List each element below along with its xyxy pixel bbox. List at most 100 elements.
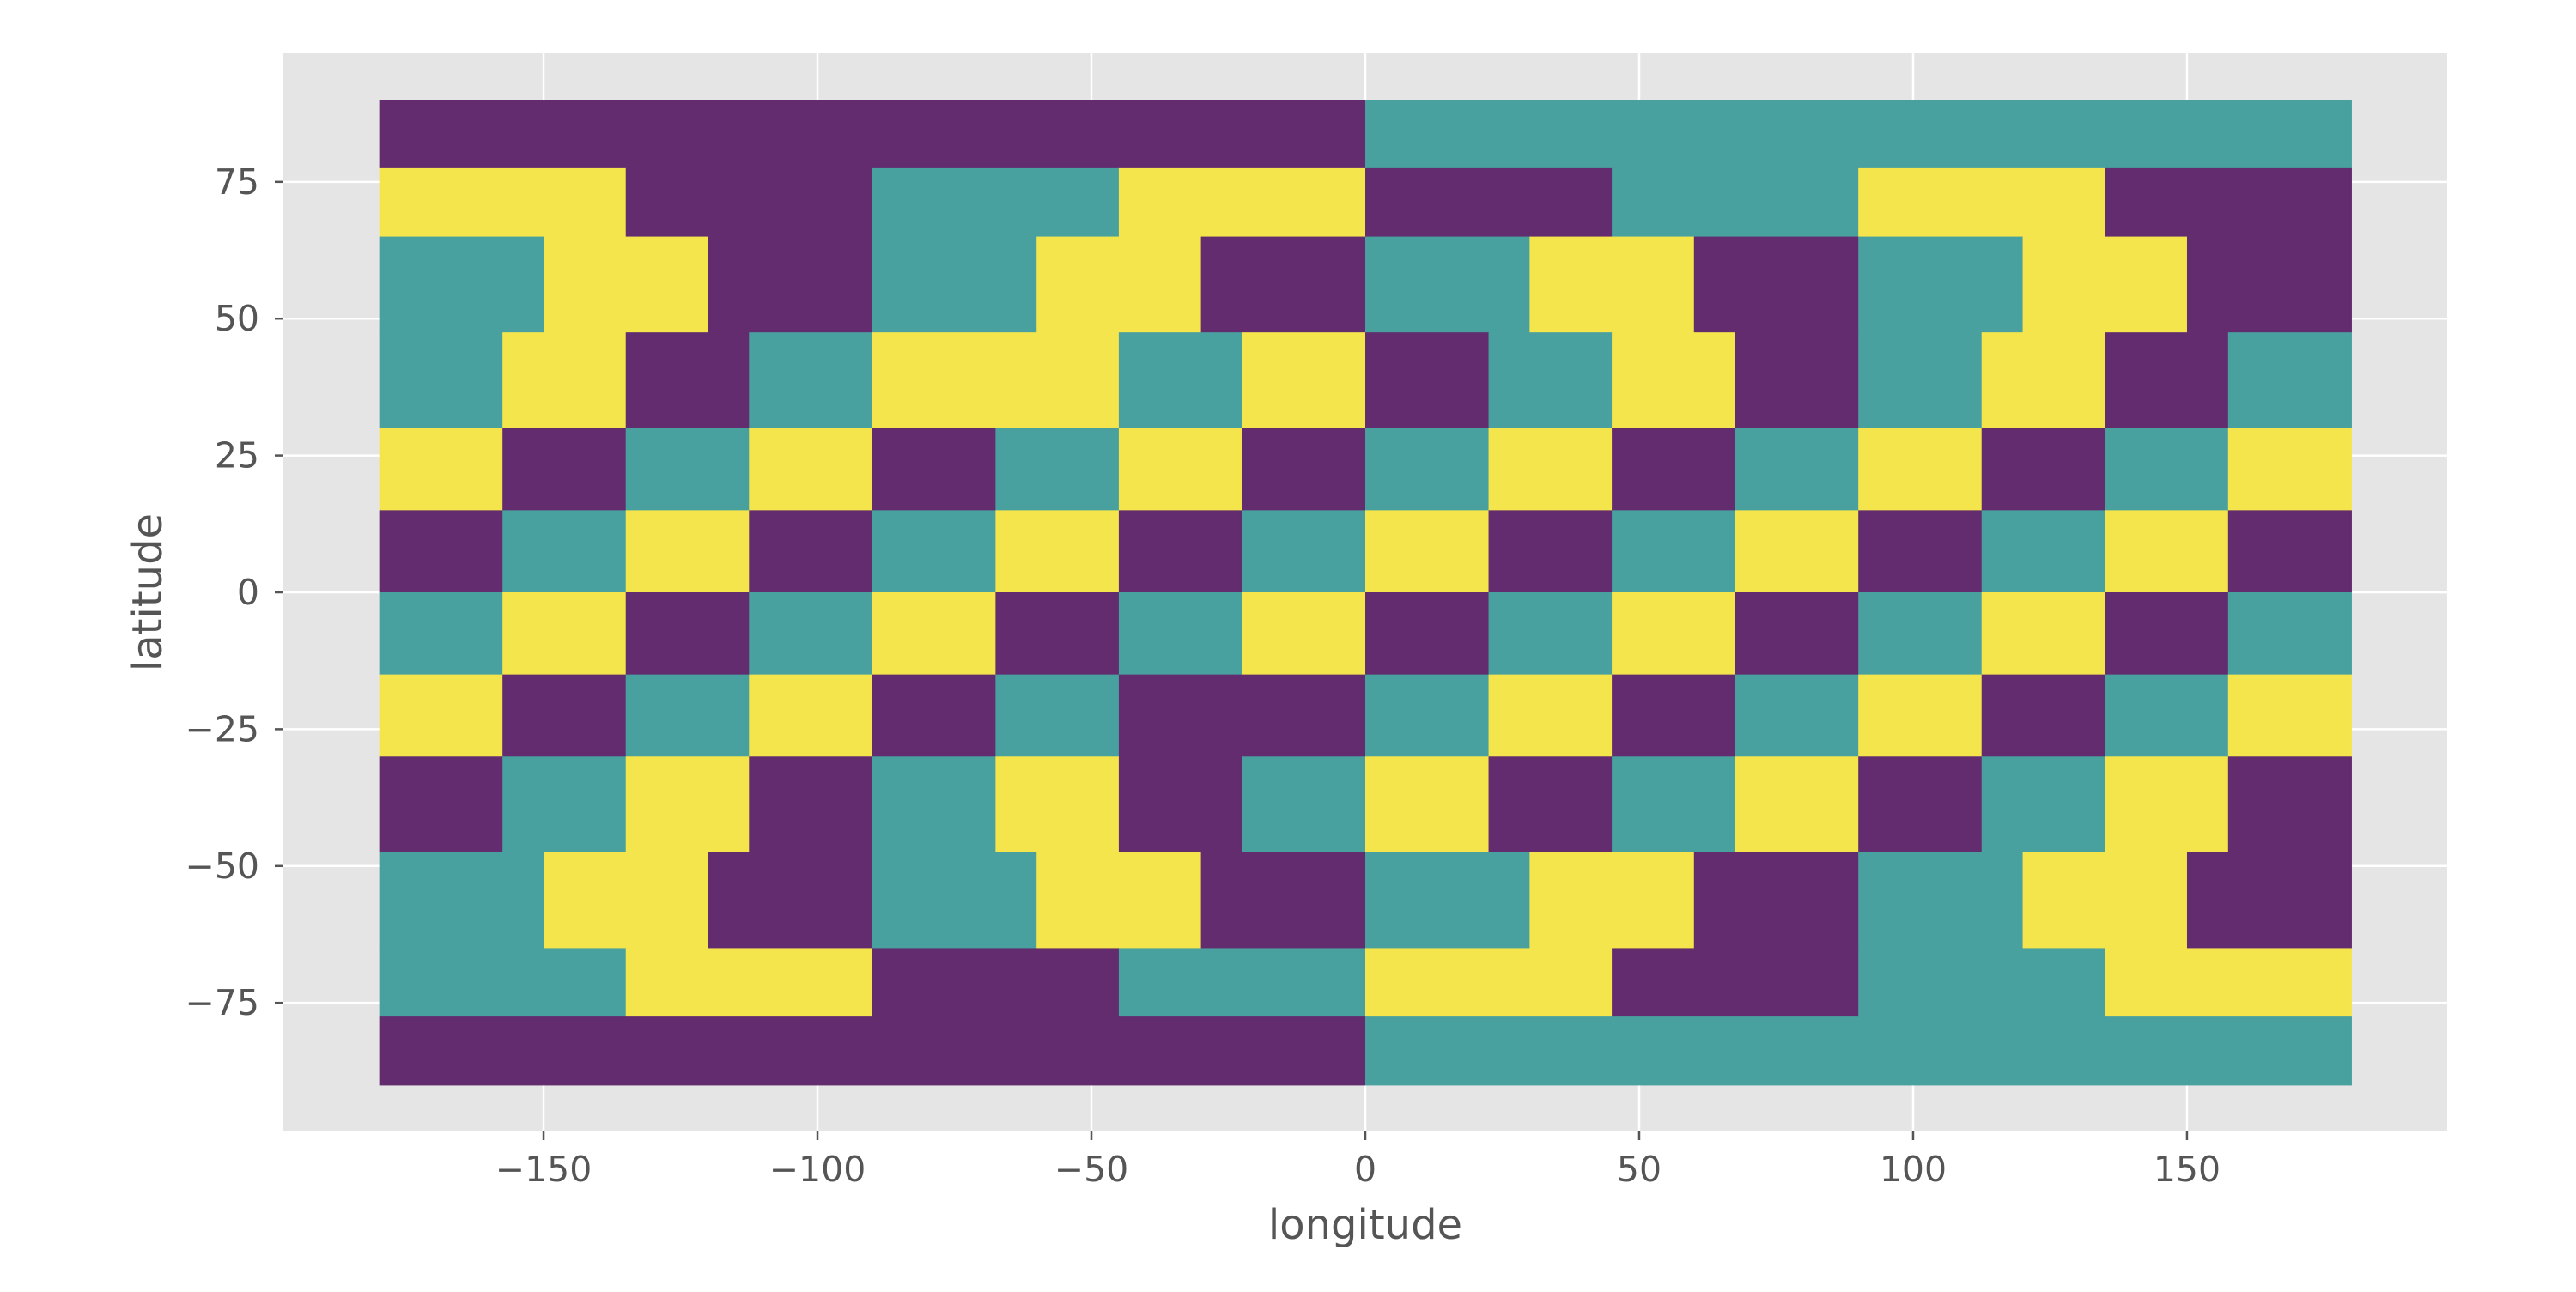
heatmap-cell	[1118, 428, 1243, 511]
heatmap-cell	[2105, 510, 2229, 593]
heatmap-cell	[502, 332, 627, 429]
heatmap-cell	[1612, 332, 1736, 429]
heatmap-cell	[749, 510, 873, 593]
heatmap-cell	[1612, 948, 1859, 1017]
x-tick-label: 0	[1354, 1149, 1376, 1190]
heatmap-cell	[872, 167, 1120, 238]
heatmap-cell	[2186, 236, 2352, 333]
heatmap-cell	[379, 756, 503, 853]
heatmap-cell	[2105, 167, 2352, 238]
heatmap-cell	[379, 852, 544, 949]
heatmap-cell	[1858, 167, 2105, 238]
heatmap-cell	[544, 236, 709, 333]
heatmap-cell	[1365, 1016, 2352, 1086]
heatmap-cell	[1858, 852, 2024, 949]
heatmap-cell	[1981, 428, 2105, 511]
heatmap-cell	[1242, 756, 1366, 853]
heatmap-cell	[502, 592, 627, 676]
heatmap-cell	[749, 592, 873, 676]
heatmap-cell	[379, 332, 503, 429]
heatmap-cell	[1118, 592, 1243, 676]
heatmap-cell	[872, 332, 996, 429]
y-tick-label: 50	[215, 298, 259, 339]
heatmap-cell	[1242, 428, 1366, 511]
heatmap-cell	[1612, 428, 1736, 511]
heatmap-cell	[1365, 332, 1490, 429]
heatmap-cell	[1735, 428, 1859, 511]
heatmap-cell	[708, 852, 873, 949]
heatmap-cell	[1858, 236, 2024, 333]
heatmap-cell	[1242, 510, 1366, 593]
heatmap-cell	[749, 756, 873, 853]
heatmap-cell	[2227, 510, 2352, 593]
heatmap-cell	[625, 592, 750, 676]
heatmap-cell	[1735, 510, 1859, 593]
heatmap-cell	[1858, 948, 2105, 1017]
heatmap-cell	[1693, 852, 1859, 949]
heatmap-cell	[1118, 948, 1366, 1017]
heatmap-cell	[1858, 332, 1983, 429]
heatmap-cell	[625, 674, 750, 757]
heatmap-cell	[995, 674, 1120, 757]
heatmap-cell	[2227, 756, 2352, 853]
heatmap-cell	[1365, 948, 1613, 1017]
heatmap-cell	[2227, 428, 2352, 511]
heatmap-cell	[379, 1016, 1366, 1086]
heatmap-cell	[1118, 510, 1243, 593]
y-tick-label: 0	[237, 572, 259, 613]
heatmap-cell	[2105, 332, 2229, 429]
y-tick-label: 75	[215, 161, 259, 203]
x-tick-label: 100	[1880, 1149, 1947, 1190]
heatmap-cell	[379, 948, 627, 1017]
heatmap-cell	[1036, 852, 1202, 949]
heatmap-cell	[1118, 674, 1243, 757]
heatmap-cell	[1858, 592, 1983, 676]
heatmap-cell	[379, 100, 1366, 169]
heatmap-cell	[379, 674, 503, 757]
heatmap-cell	[1200, 236, 1366, 333]
heatmap-cell	[2105, 428, 2229, 511]
heatmap-cell	[1981, 674, 2105, 757]
heatmap-cell	[625, 756, 750, 853]
heatmap-cell	[1612, 592, 1736, 676]
heatmap-cell	[872, 756, 996, 853]
heatmap-cell	[2105, 756, 2229, 853]
heatmap-cell	[2227, 674, 2352, 757]
heatmap-cell	[625, 167, 873, 238]
heatmap-cell	[1981, 332, 2105, 429]
x-tick-label: −150	[495, 1149, 592, 1190]
heatmap-cell	[749, 428, 873, 511]
heatmap-cell	[2105, 592, 2229, 676]
y-tick-label: −50	[185, 846, 259, 887]
heatmap-cell	[872, 852, 1037, 949]
heatmap-cell	[872, 236, 1037, 333]
heatmap-cell	[502, 756, 627, 853]
heatmap-cell	[995, 510, 1120, 593]
heatmap-cell	[1529, 236, 1695, 333]
heatmap-cell	[1365, 236, 1530, 333]
heatmap-cell	[379, 428, 503, 511]
x-axis-ticks: −150 −100 −50 0 50 100 150	[495, 1131, 2221, 1190]
heatmap-cell	[2227, 332, 2352, 429]
heatmap-cell	[1488, 332, 1613, 429]
heatmap-cell	[1365, 674, 1490, 757]
y-axis-label: latitude	[124, 513, 172, 671]
x-tick-label: −100	[769, 1149, 866, 1190]
heatmap-cell	[1488, 756, 1613, 853]
heatmap-cell	[1693, 236, 1859, 333]
heatmap-cell	[2105, 948, 2352, 1017]
heatmap-cell	[1488, 428, 1613, 511]
heatmap-cell	[749, 332, 873, 429]
heatmap-cell	[2022, 236, 2188, 333]
heatmap-cell	[1365, 756, 1490, 853]
heatmap-cell	[379, 236, 544, 333]
heatmap-cell	[1488, 510, 1613, 593]
heatmap-cell	[2186, 852, 2352, 949]
heatmap-cell	[995, 332, 1120, 429]
y-tick-label: −25	[185, 708, 259, 749]
heatmap-cell	[1858, 756, 1983, 853]
heatmap-cell	[1242, 592, 1366, 676]
y-axis-ticks: −75 −50 −25 0 25 50 75	[185, 161, 283, 1023]
heatmap-cell	[1981, 756, 2105, 853]
